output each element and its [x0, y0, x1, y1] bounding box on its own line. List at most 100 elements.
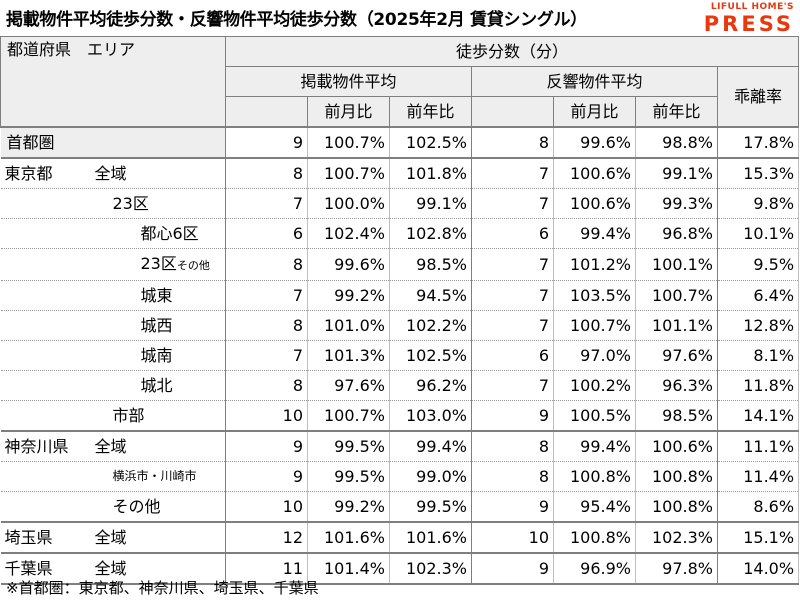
row-label: その他	[0, 491, 226, 522]
listed-yoy: 99.1%	[389, 188, 472, 219]
table-row: 埼玉県 全域 12 101.6% 101.6% 10 100.8% 102.3% …	[0, 521, 800, 553]
table-row: 23区その他 8 99.6% 98.5% 7 101.2% 100.1% 9.5…	[0, 248, 800, 281]
response-yoy: 98.8%	[635, 126, 718, 158]
gap-rate: 9.5%	[717, 248, 800, 281]
listed-yoy: 99.4%	[389, 430, 472, 462]
row-label: 城西	[0, 310, 226, 341]
header-gap-rate: 乖離率	[716, 66, 800, 128]
area-name: 23区	[112, 194, 149, 213]
response-mom: 100.8%	[553, 461, 636, 492]
listed-minutes: 8	[225, 248, 308, 281]
gap-rate: 10.1%	[717, 218, 800, 249]
walk-time-table: 都道府県 エリア 徒歩分数（分） 掲載物件平均 反響物件平均 乖離率 前月比 前…	[0, 36, 800, 585]
listed-minutes: 6	[225, 218, 308, 249]
gap-rate: 14.1%	[717, 400, 800, 431]
response-mom: 100.6%	[553, 188, 636, 219]
gap-rate: 11.1%	[717, 430, 800, 462]
response-yoy: 97.6%	[635, 340, 718, 371]
listed-mom: 100.7%	[307, 157, 390, 189]
listed-yoy: 102.5%	[389, 126, 472, 158]
area-name: 城南	[140, 346, 173, 365]
response-yoy: 98.5%	[635, 400, 718, 431]
listed-mom: 99.2%	[307, 491, 390, 522]
listed-mom: 99.5%	[307, 461, 390, 492]
listed-yoy: 94.5%	[389, 280, 472, 311]
gap-rate: 12.8%	[717, 310, 800, 341]
listed-yoy: 99.0%	[389, 461, 472, 492]
pref-name: 神奈川県	[4, 437, 69, 456]
response-mom: 99.4%	[553, 218, 636, 249]
gap-rate: 11.8%	[717, 370, 800, 401]
area-name: 市部	[112, 406, 145, 425]
listed-mom: 99.6%	[307, 248, 390, 281]
response-mom: 100.8%	[553, 521, 636, 553]
table-row: 城南 7 101.3% 102.5% 6 97.0% 97.6% 8.1%	[0, 340, 800, 371]
gap-rate: 8.6%	[717, 491, 800, 522]
row-label: 埼玉県 全域	[0, 521, 226, 553]
listed-minutes: 9	[225, 126, 308, 158]
header-walk-minutes: 徒歩分数（分）	[224, 36, 800, 67]
gap-rate: 14.0%	[717, 552, 800, 585]
response-minutes: 7	[471, 370, 554, 401]
row-label: 城東	[0, 280, 226, 311]
listed-minutes: 10	[225, 491, 308, 522]
area-name: その他	[112, 497, 161, 516]
listed-minutes: 8	[225, 310, 308, 341]
response-mom: 99.4%	[553, 430, 636, 462]
area-name: 都心6区	[140, 224, 199, 243]
listed-mom: 101.6%	[307, 521, 390, 553]
listed-yoy: 101.6%	[389, 521, 472, 553]
response-yoy: 97.8%	[635, 552, 718, 585]
response-yoy: 96.8%	[635, 218, 718, 249]
gap-rate: 17.8%	[717, 126, 800, 158]
row-label: 神奈川県 全域	[0, 430, 226, 462]
header-area: 都道府県 エリア	[0, 36, 226, 128]
listed-mom: 102.4%	[307, 218, 390, 249]
response-mom: 100.7%	[553, 310, 636, 341]
area-name: 横浜市・川崎市	[112, 469, 197, 483]
table-row: 市部 10 100.7% 103.0% 9 100.5% 98.5% 14.1%	[0, 400, 800, 431]
response-minutes: 8	[471, 126, 554, 158]
row-label: 市部	[0, 400, 226, 431]
response-minutes: 8	[471, 461, 554, 492]
response-minutes: 7	[471, 188, 554, 219]
gap-rate: 15.3%	[717, 157, 800, 189]
listed-mom: 99.2%	[307, 280, 390, 311]
response-minutes: 9	[471, 552, 554, 585]
response-mom: 96.9%	[553, 552, 636, 585]
area-name: 全域	[94, 164, 127, 183]
gap-rate: 11.4%	[717, 461, 800, 492]
listed-mom: 100.7%	[307, 400, 390, 431]
response-minutes: 9	[471, 400, 554, 431]
response-yoy: 96.3%	[635, 370, 718, 401]
response-yoy: 101.1%	[635, 310, 718, 341]
response-minutes: 8	[471, 430, 554, 462]
response-yoy: 100.6%	[635, 430, 718, 462]
listed-minutes: 8	[225, 157, 308, 189]
row-label: 首都圏	[0, 126, 226, 158]
listed-yoy: 102.8%	[389, 218, 472, 249]
area-name: 城北	[140, 376, 173, 395]
response-yoy: 100.1%	[635, 248, 718, 281]
header-listed-mom: 前月比	[307, 96, 390, 128]
listed-minutes: 7	[225, 280, 308, 311]
listed-yoy: 101.8%	[389, 157, 472, 189]
response-mom: 100.5%	[553, 400, 636, 431]
footnote: ※首都圏：東京都、神奈川県、埼玉県、千葉県	[6, 579, 319, 597]
listed-yoy: 103.0%	[389, 400, 472, 431]
area-name: 23区	[140, 254, 177, 273]
table-row: 城北 8 97.6% 96.2% 7 100.2% 96.3% 11.8%	[0, 370, 800, 401]
response-mom: 95.4%	[553, 491, 636, 522]
table-row: 神奈川県 全域 9 99.5% 99.4% 8 99.4% 100.6% 11.1…	[0, 430, 800, 462]
listed-minutes: 8	[225, 370, 308, 401]
response-yoy: 100.8%	[635, 461, 718, 492]
area-name: 全域	[94, 559, 127, 578]
response-yoy: 100.7%	[635, 280, 718, 311]
listed-minutes: 7	[225, 188, 308, 219]
row-label: 東京都 全域	[0, 157, 226, 189]
listed-mom: 100.0%	[307, 188, 390, 219]
pref-name: 埼玉県	[4, 528, 53, 547]
gap-rate: 6.4%	[717, 280, 800, 311]
gap-rate: 8.1%	[717, 340, 800, 371]
table-row: その他 10 99.2% 99.5% 9 95.4% 100.8% 8.6%	[0, 491, 800, 522]
